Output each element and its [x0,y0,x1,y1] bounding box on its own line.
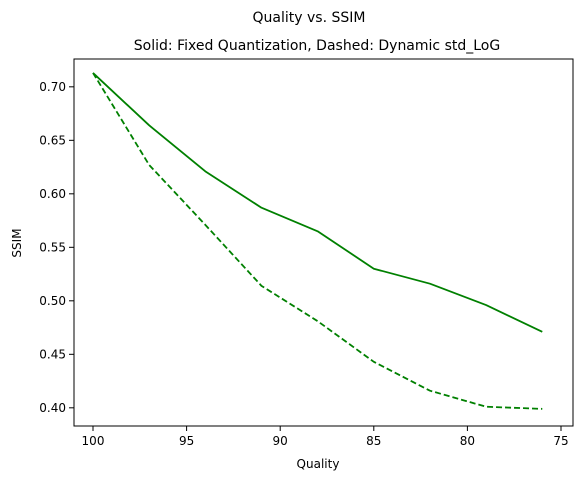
x-tick-label: 95 [179,434,194,448]
y-axis-ticks: 0.40 0.45 0.50 0.55 0.60 0.65 0.70 [39,80,74,415]
plot-area: 100 95 90 85 80 75 0.400.450.500.550.600.650.… [39,58,574,448]
y-tick-label: 0.55 [39,240,66,254]
x-tick-label: 100 [82,434,105,448]
x-tick-label: 80 [460,434,475,448]
series-solid-line [92,72,543,333]
x-axis-ticks: 100 95 90 85 80 75 [82,426,569,448]
x-tick-label: 75 [553,434,568,448]
chart-suptitle: Quality vs. SSIM [253,10,366,26]
y-tick-label: 0.60 [39,187,66,201]
plot-frame [73,58,574,427]
y-tick-label: 0.50 [39,294,66,308]
y-tick-label: 0.70 [39,80,66,94]
x-axis-label: Quality [297,457,340,471]
y-tick-label: 0.45 [39,347,66,361]
y-axis-label: SSIM [10,228,24,257]
x-tick-label: 85 [366,434,381,448]
series-dashed-line [92,72,543,410]
y-tick-label: 0.40 [39,401,66,415]
y-tick-label: 0.65 [39,133,66,147]
series-layer [92,72,543,410]
chart-title: Solid: Fixed Quantization, Dashed: Dynam… [134,38,500,54]
x-tick-label: 90 [273,434,288,448]
